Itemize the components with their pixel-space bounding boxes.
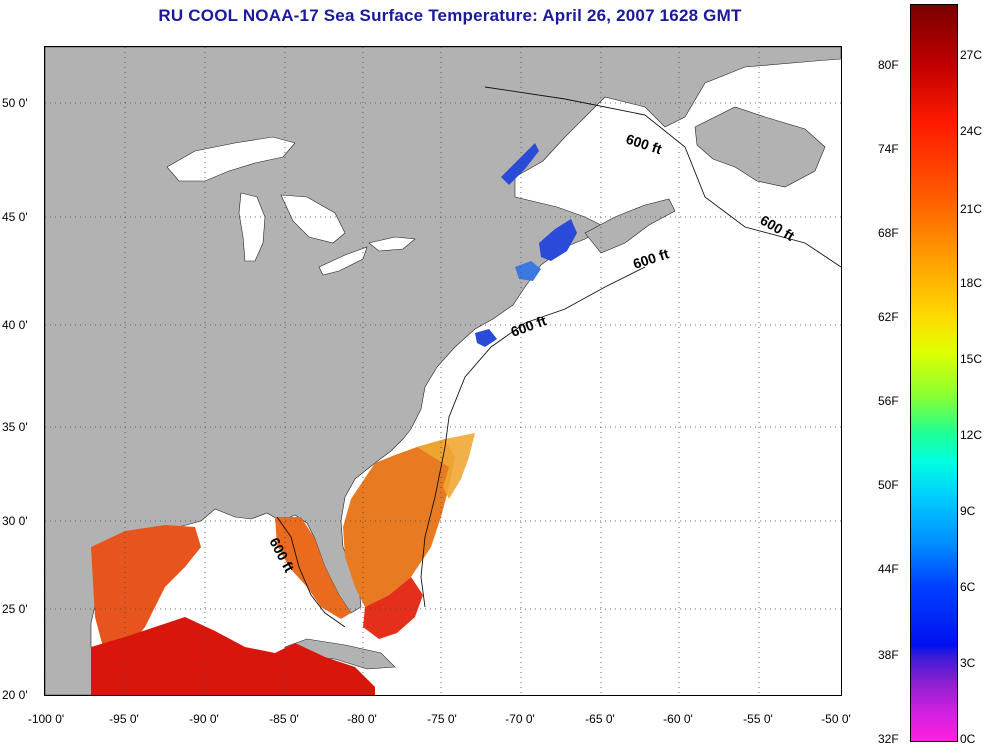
colorbar-f-label: 38F xyxy=(878,648,899,662)
gulf-of-maine-sst xyxy=(539,219,577,261)
x-tick-label: -85 0' xyxy=(269,712,299,726)
gulf-sst-warm xyxy=(91,525,201,667)
lake-ontario xyxy=(368,236,416,252)
colorbar-f-label: 80F xyxy=(878,58,899,72)
x-tick-label: -80 0' xyxy=(347,712,377,726)
eastern-gulf-sst xyxy=(275,517,351,619)
y-tick-label: 45 0' xyxy=(2,210,28,224)
colorbar-f-label: 44F xyxy=(878,562,899,576)
st-lawrence-sst xyxy=(501,143,539,185)
y-tick-label: 20 0' xyxy=(2,688,28,702)
graticule xyxy=(45,47,841,695)
y-tick-label: 50 0' xyxy=(2,96,28,110)
y-tick-label: 30 0' xyxy=(2,514,28,528)
map-canvas: 600 ft 600 ft 600 ft 600 ft 600 ft xyxy=(45,47,841,695)
colorbar-c-label: 18C xyxy=(960,276,983,290)
lake-superior xyxy=(166,136,296,182)
gulf-sst-hot xyxy=(91,617,375,695)
x-tick-label: -55 0' xyxy=(743,712,773,726)
colorbar-c-label: 15C xyxy=(960,352,983,366)
colorbar-c-label: 3C xyxy=(960,656,976,670)
x-tick-label: -65 0' xyxy=(585,712,615,726)
colorbar-f-label: 50F xyxy=(878,478,899,492)
colorbar-f-label: 68F xyxy=(878,226,899,240)
temperature-colorbar xyxy=(910,4,958,742)
lake-erie xyxy=(318,246,368,276)
colorbar-f-label: 74F xyxy=(878,142,899,156)
newfoundland-land xyxy=(694,106,826,188)
lake-michigan xyxy=(238,192,266,262)
colorbar-f-label: 62F xyxy=(878,310,899,324)
y-tick-label: 25 0' xyxy=(2,602,28,616)
x-tick-label: -75 0' xyxy=(427,712,457,726)
y-tick-label: 40 0' xyxy=(2,318,28,332)
bahamas-sst xyxy=(363,577,423,639)
colorbar-c-label: 27C xyxy=(960,48,983,62)
colorbar-c-label: 24C xyxy=(960,124,983,138)
lake-huron xyxy=(280,194,346,244)
map-title: RU COOL NOAA-17 Sea Surface Temperature:… xyxy=(158,6,742,25)
colorbar-c-label: 0C xyxy=(960,732,976,746)
colorbar-f-label: 32F xyxy=(878,732,899,746)
gulf-stream-sst xyxy=(417,433,475,499)
colorbar-c-label: 6C xyxy=(960,580,976,594)
y-tick-label: 35 0' xyxy=(2,420,28,434)
x-tick-label: -90 0' xyxy=(189,712,219,726)
sst-map[interactable]: 600 ft 600 ft 600 ft 600 ft 600 ft xyxy=(44,46,842,696)
bay-of-fundy-sst xyxy=(515,261,541,281)
x-tick-label: -50 0' xyxy=(821,712,851,726)
isobath-600ft xyxy=(276,86,841,628)
nova-scotia-land xyxy=(584,198,676,254)
long-island-sst xyxy=(475,329,497,347)
colorbar-c-label: 9C xyxy=(960,504,976,518)
x-tick-label: -100 0' xyxy=(27,712,65,726)
colorbar-f-label: 56F xyxy=(878,394,899,408)
southeast-atlantic-sst xyxy=(343,439,455,607)
x-tick-label: -60 0' xyxy=(663,712,693,726)
colorbar-c-label: 12C xyxy=(960,428,983,442)
colorbar-c-label: 21C xyxy=(960,202,983,216)
x-tick-label: -95 0' xyxy=(109,712,139,726)
x-tick-label: -70 0' xyxy=(505,712,535,726)
